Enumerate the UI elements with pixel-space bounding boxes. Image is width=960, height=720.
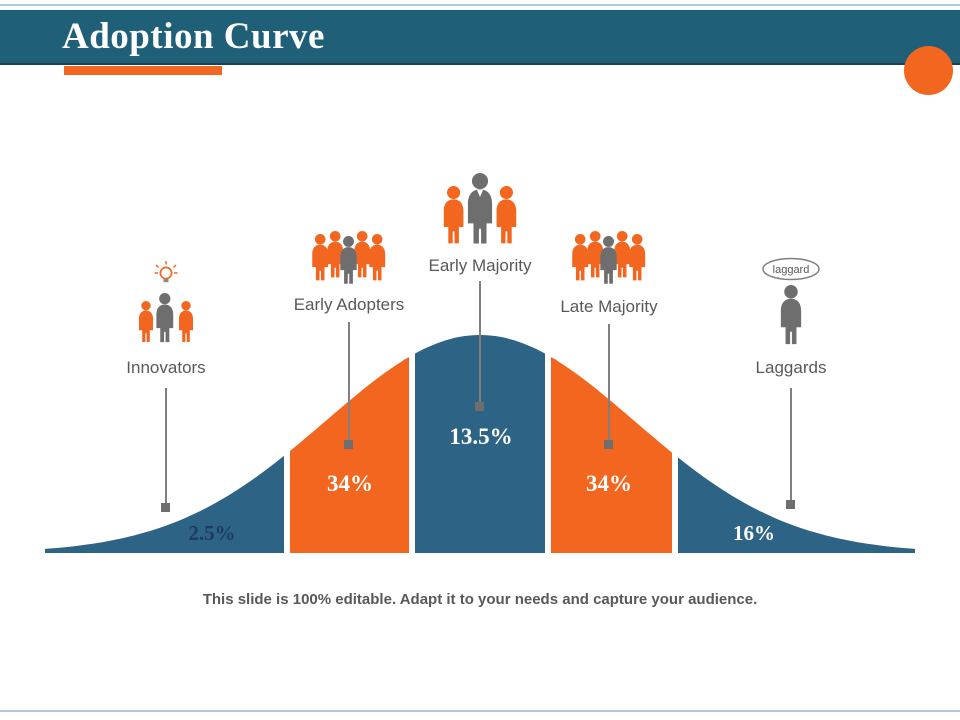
adoption-bell-curve — [45, 335, 915, 553]
laggard-bubble-label: laggard — [773, 264, 810, 276]
top-border-line — [0, 4, 960, 6]
segment-laggards — [678, 457, 915, 553]
segment-early-majority — [415, 335, 545, 553]
value-laggards: 16% — [733, 521, 775, 545]
segment-early-adopters — [290, 356, 409, 553]
caption-text: This slide is 100% editable. Adapt it to… — [202, 591, 758, 608]
laggard-bubble — [762, 257, 820, 281]
lightbulb-icon — [154, 261, 178, 283]
innovators-connector-line — [165, 388, 167, 506]
segment-innovators — [45, 455, 284, 553]
laggards-marker — [786, 500, 795, 509]
label-early-adopters: Early Adopters — [293, 295, 405, 314]
laggards-icon: laggard — [762, 257, 820, 345]
page-title: Adoption Curve — [62, 16, 325, 57]
accent-circle — [904, 46, 953, 95]
bottom-border-line — [0, 710, 960, 712]
laggards-connector-line — [790, 388, 792, 503]
early-adopters-marker — [344, 440, 353, 449]
label-early-majority: Early Majority — [428, 256, 532, 275]
header-bar: Adoption Curve — [0, 10, 960, 63]
early-majority-icon — [443, 173, 517, 244]
label-late-majority: Late Majority — [560, 297, 658, 316]
early-adopters-connector-line — [348, 322, 350, 443]
header-rule — [0, 63, 960, 65]
late-majority-icon — [572, 231, 646, 284]
segment-late-majority — [551, 356, 672, 553]
label-laggards: Laggards — [755, 358, 827, 377]
value-late-majority: 34% — [586, 471, 632, 496]
value-early-majority: 13.5% — [449, 424, 513, 449]
value-innovators: 2.5% — [188, 521, 236, 545]
title-underline — [64, 66, 222, 75]
late-majority-marker — [604, 440, 613, 449]
early-majority-marker — [475, 402, 484, 411]
innovators-icon — [138, 261, 194, 343]
early-adopters-icon — [312, 231, 386, 284]
innovators-marker — [161, 503, 170, 512]
label-innovators: Innovators — [126, 358, 206, 377]
late-majority-connector-line — [608, 324, 610, 443]
early-majority-connector-line — [479, 281, 481, 405]
value-early-adopters: 34% — [327, 471, 373, 496]
